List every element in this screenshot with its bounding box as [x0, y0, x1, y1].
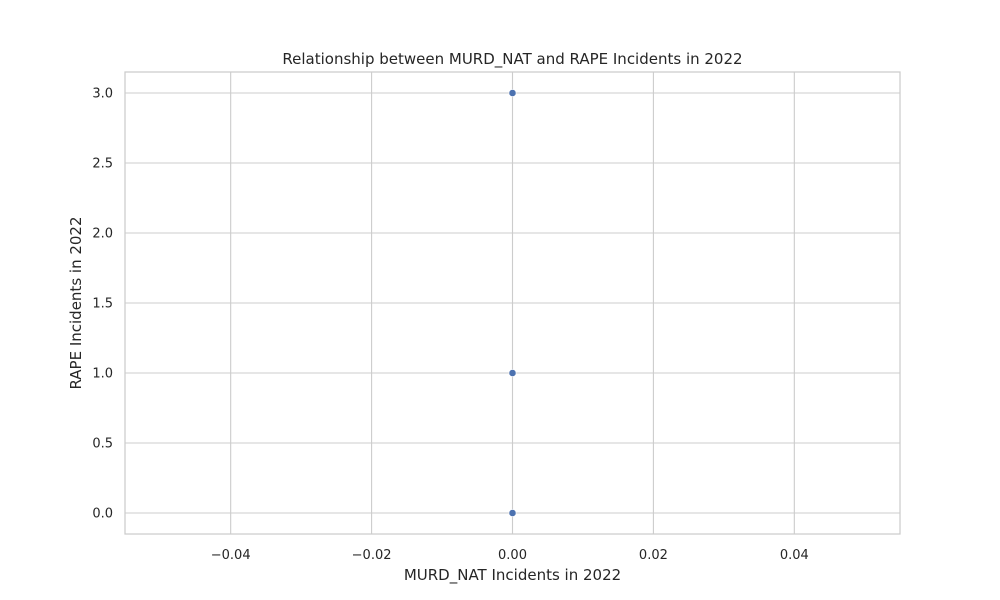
y-tick-label: 1.0 — [92, 367, 113, 382]
data-points — [508, 89, 517, 517]
y-tick-label: 2.5 — [92, 157, 113, 172]
chart-title: Relationship between MURD_NAT and RAPE I… — [282, 50, 742, 69]
x-tick-label: 0.00 — [498, 548, 527, 563]
scatter-point — [508, 89, 517, 97]
y-tick-label: 3.0 — [92, 87, 113, 102]
y-tick-label: 2.0 — [92, 227, 113, 242]
x-tick-label: 0.04 — [780, 548, 809, 563]
x-axis-title: MURD_NAT Incidents in 2022 — [404, 566, 621, 585]
scatter-point — [508, 369, 517, 377]
x-tick-label: 0.02 — [639, 548, 668, 563]
grid-layer — [125, 72, 900, 534]
plot-frame — [124, 71, 901, 535]
scatter-point — [508, 509, 517, 517]
x-tick-label: −0.02 — [352, 548, 392, 563]
x-tick-label: −0.04 — [211, 548, 251, 563]
y-tick-label: 0.0 — [92, 507, 113, 522]
y-axis-title: RAPE Incidents in 2022 — [67, 216, 85, 389]
tick-labels: −0.04 −0.02 0.00 0.02 0.04 0.0 0.5 1.0 1.5 2.0 2.5… — [92, 87, 808, 564]
y-tick-label: 0.5 — [92, 437, 113, 452]
y-tick-label: 1.5 — [92, 297, 113, 312]
